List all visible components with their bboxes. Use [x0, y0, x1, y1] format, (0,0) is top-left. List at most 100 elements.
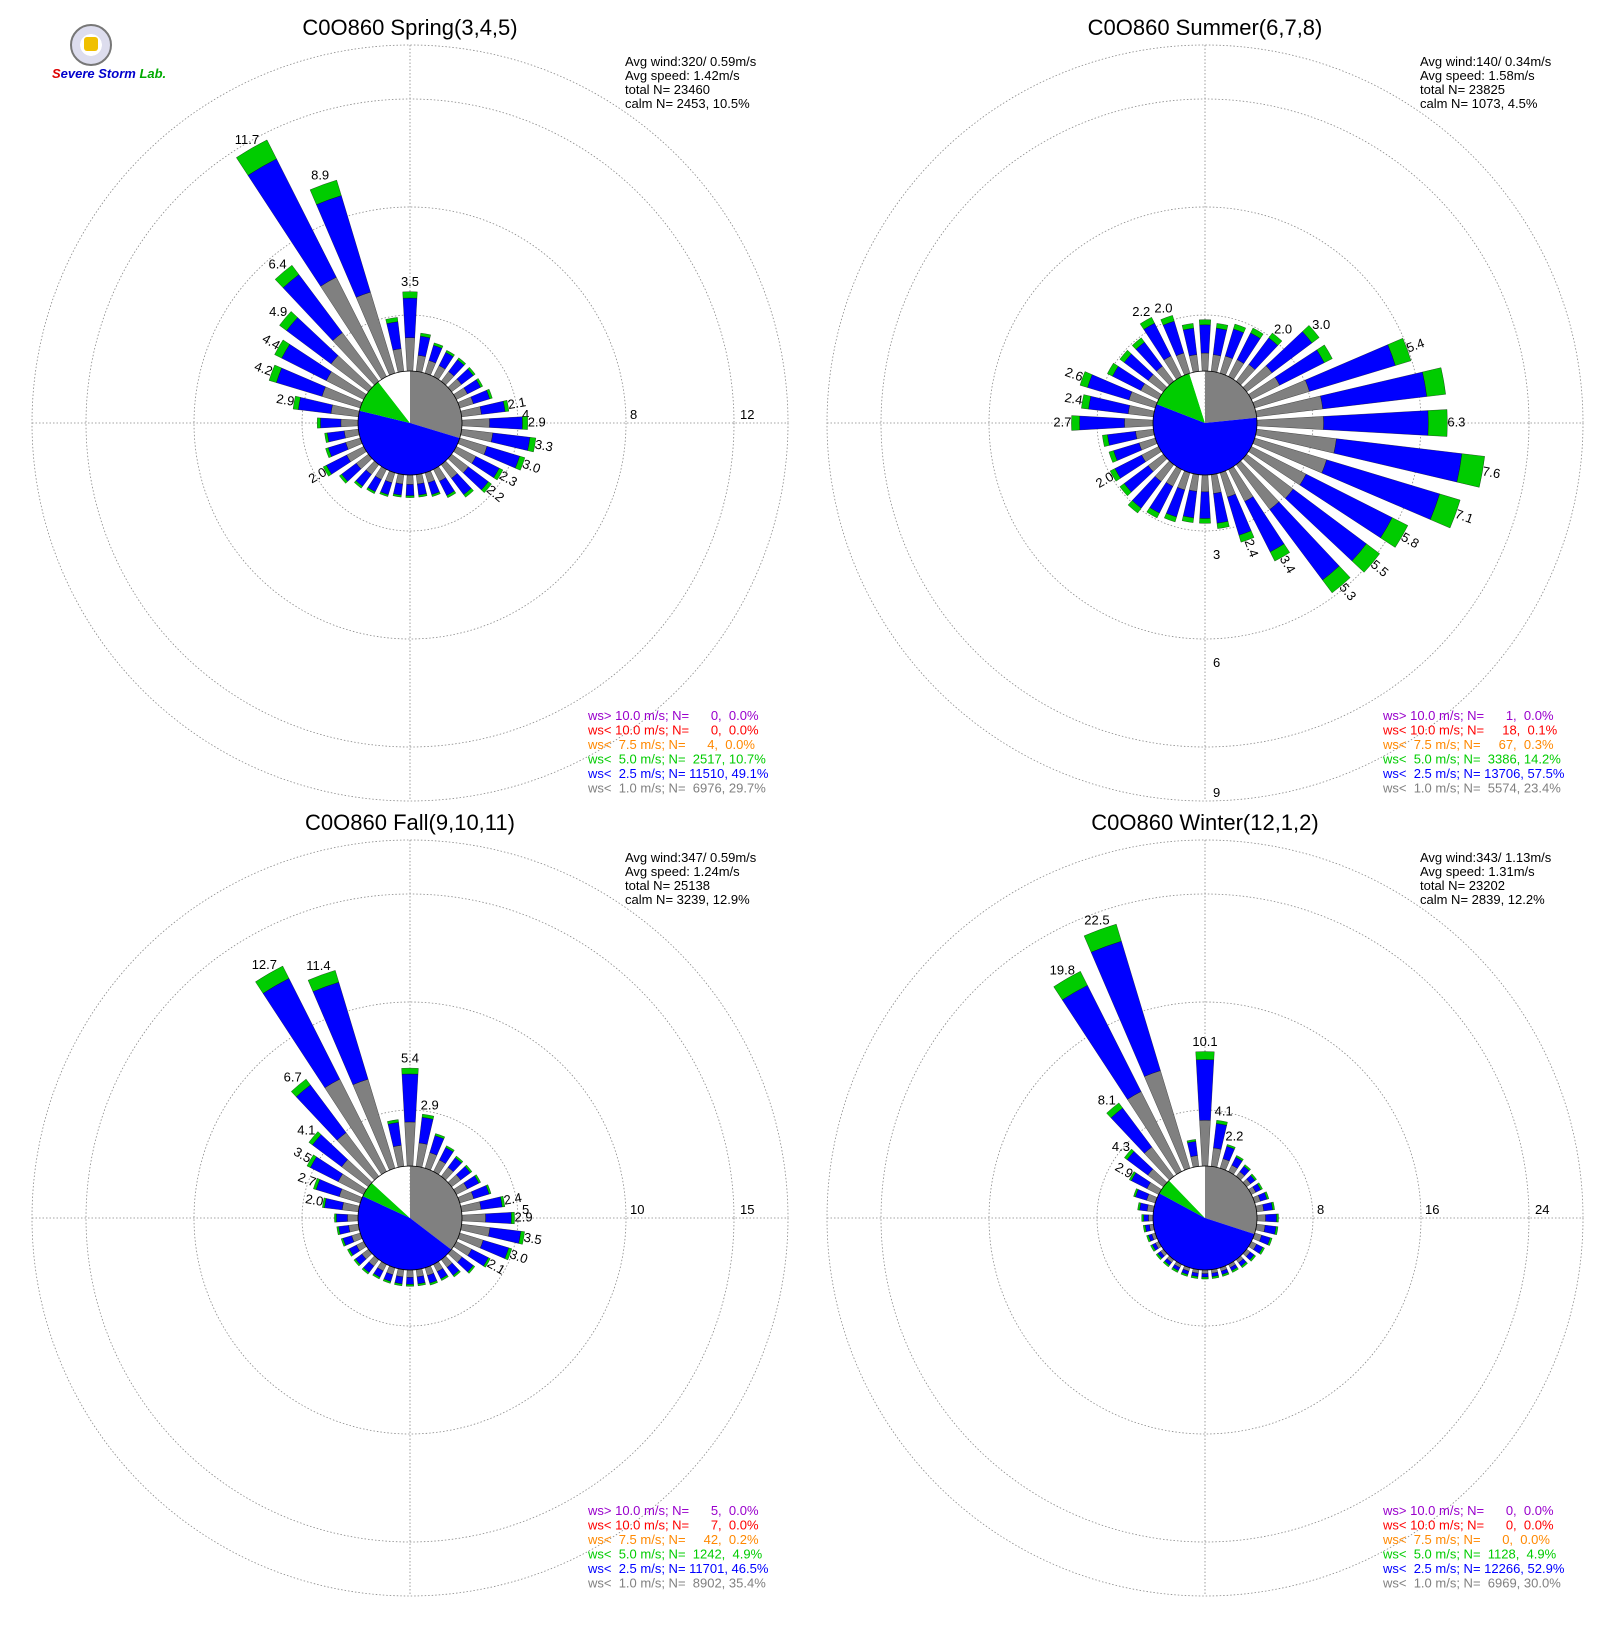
bar-segment-lt5-270: [334, 1213, 337, 1223]
bar-segment-lt5-190: [392, 493, 402, 498]
bar-segment-lt5-70: [485, 1184, 492, 1195]
bar-segment-lt5-70: [1387, 338, 1412, 366]
bar-segment-lt5-50: [467, 367, 476, 376]
severe-storm-lab-logo: Severe Storm Lab.: [52, 24, 166, 84]
chart-title: C0O860 Fall(9,10,11): [305, 810, 515, 835]
bar-segment-lt2_5-260: [338, 1225, 351, 1235]
stats-line: total N= 25138: [625, 878, 710, 893]
bar-value-label: 2.2: [1132, 304, 1150, 319]
bar-segment-lt5-300: [274, 339, 290, 359]
bar-value-label: 2.4: [1063, 390, 1083, 408]
bar-segment-lt5-80: [1271, 1201, 1275, 1211]
stats-line: calm N= 2839, 12.2%: [1420, 892, 1545, 907]
bar-segment-lt1-280: [1127, 405, 1155, 418]
bar-value-label: 12.7: [252, 957, 277, 972]
bar-segment-lt5-260: [336, 1226, 341, 1236]
legend-entry-lt1: ws< 1.0 m/s; N= 6976, 29.7%: [587, 781, 766, 796]
bar-segment-lt5-290: [1133, 1188, 1139, 1198]
bar-segment-lt1-280: [341, 1202, 360, 1213]
bar-value-label: 2.9: [275, 391, 295, 409]
stats-line: total N= 23825: [1420, 82, 1505, 97]
bar-segment-lt5-300: [306, 1154, 317, 1168]
bar-value-label: 2.4: [503, 1190, 523, 1208]
radial-tick-label: 24: [1535, 1202, 1549, 1217]
bar-segment-lt5-60: [1316, 344, 1333, 363]
bar-segment-lt5-300: [1129, 1171, 1137, 1181]
chart-title: C0O860 Summer(6,7,8): [1088, 15, 1323, 40]
bar-value-label: 2.7: [296, 1169, 318, 1189]
pie-slice-lt5: [362, 1182, 410, 1218]
legend-entry-lt1: ws< 1.0 m/s; N= 5574, 23.4%: [1382, 781, 1561, 796]
bar-segment-lt2_5-350: [1187, 1141, 1198, 1157]
stats-line: Avg speed: 1.24m/s: [625, 864, 740, 879]
stats-line: Avg wind:140/ 0.34m/s: [1420, 54, 1552, 69]
bar-segment-lt5-50: [464, 1164, 473, 1174]
pie-slice-lt2_5: [357, 1196, 452, 1271]
pie-slice-lt1: [410, 371, 462, 439]
bar-value-label: 4.3: [1112, 1139, 1130, 1154]
bar-segment-lt2_5-350: [387, 1122, 402, 1147]
bar-segment-lt5-290: [268, 364, 282, 383]
legend-entry-lt2_5: ws< 2.5 m/s; N= 11510, 49.1%: [587, 766, 769, 781]
bar-segment-lt5-340: [309, 179, 342, 205]
bar-segment-lt1-10: [415, 1142, 428, 1168]
radial-tick-label: 10: [630, 1202, 644, 1217]
bar-segment-lt1-90: [1256, 1214, 1266, 1222]
bar-segment-lt5-290: [313, 1178, 321, 1190]
radial-tick-label: 8: [630, 407, 637, 422]
bar-segment-lt5-230: [339, 473, 348, 484]
bar-segment-lt5-330: [1139, 317, 1155, 330]
legend-entry-gt10: ws> 10.0 m/s; N= 1, 0.0%: [1382, 708, 1554, 723]
bar-value-label: 7.6: [1481, 463, 1501, 481]
bar-value-label: 2.9: [528, 414, 546, 429]
ring-2: [193, 206, 627, 640]
legend-entry-lt1: ws< 1.0 m/s; N= 6969, 30.0%: [1382, 1576, 1561, 1591]
bar-segment-lt5-30: [1235, 1155, 1244, 1162]
bar-segment-lt5-0: [402, 291, 418, 299]
bar-value-label: 4.1: [1215, 1104, 1233, 1119]
bar-segment-lt5-10: [421, 1113, 435, 1120]
bar-value-label: 3.0: [508, 1246, 530, 1266]
legend-entry-lt2_5: ws< 2.5 m/s; N= 12266, 52.9%: [1382, 1561, 1565, 1576]
bar-segment-lt5-60: [1257, 1182, 1263, 1191]
bar-segment-lt2_5-10: [417, 336, 431, 357]
bar-segment-lt5-190: [394, 1282, 403, 1287]
bar-value-label: 2.7: [1053, 414, 1071, 429]
bar-value-label: 10.1: [1192, 1034, 1217, 1049]
bar-segment-lt5-80: [500, 1196, 506, 1208]
bar-segment-lt5-90: [511, 1212, 515, 1224]
logo-text: Severe Storm Lab.: [52, 66, 167, 81]
bar-segment-lt2_5-170: [417, 482, 427, 496]
bar-value-label: 2.0: [1154, 300, 1172, 315]
bar-segment-lt2_5-190: [393, 482, 403, 496]
bar-value-label: 6.3: [1447, 414, 1465, 429]
bar-segment-lt5-100: [1456, 453, 1485, 488]
bar-value-label: 3.0: [521, 456, 543, 476]
bar-value-label: 5.4: [1404, 335, 1426, 355]
bar-segment-lt5-320: [274, 265, 300, 289]
bar-segment-lt5-350: [1181, 323, 1194, 331]
bar-segment-lt5-10: [1216, 323, 1229, 331]
bar-segment-lt1-90: [1256, 416, 1324, 430]
legend-entry-gt10: ws> 10.0 m/s; N= 0, 0.0%: [587, 708, 759, 723]
bar-segment-lt2_5-0: [1199, 324, 1211, 354]
bar-value-label: 3.5: [401, 274, 419, 289]
bar-segment-lt5-340: [1160, 315, 1175, 326]
bar-segment-lt5-70: [1264, 1191, 1270, 1200]
pie-slice-lt1: [1205, 1166, 1257, 1235]
legend-entry-lt2_5: ws< 2.5 m/s; N= 13706, 57.5%: [1382, 766, 1565, 781]
bar-segment-lt5-10: [1216, 1120, 1228, 1126]
bar-segment-lt1-0: [1200, 352, 1210, 372]
bar-segment-lt2_5-100: [488, 1227, 522, 1244]
bar-segment-lt2_5-280: [1139, 1202, 1149, 1212]
bar-value-label: 2.1: [507, 394, 527, 412]
bar-segment-lt5-40: [1243, 1164, 1251, 1172]
bar-segment-lt5-120: [493, 467, 504, 481]
bar-segment-lt1-70: [457, 396, 474, 409]
bar-segment-lt5-150: [1231, 1267, 1239, 1273]
pie-slice-calm: [378, 371, 410, 423]
bar-segment-lt2_5-80: [1262, 1202, 1273, 1212]
bar-segment-lt5-240: [347, 1248, 354, 1257]
bar-segment-lt2_5-250: [328, 442, 349, 457]
bar-segment-lt5-200: [1180, 1272, 1189, 1277]
